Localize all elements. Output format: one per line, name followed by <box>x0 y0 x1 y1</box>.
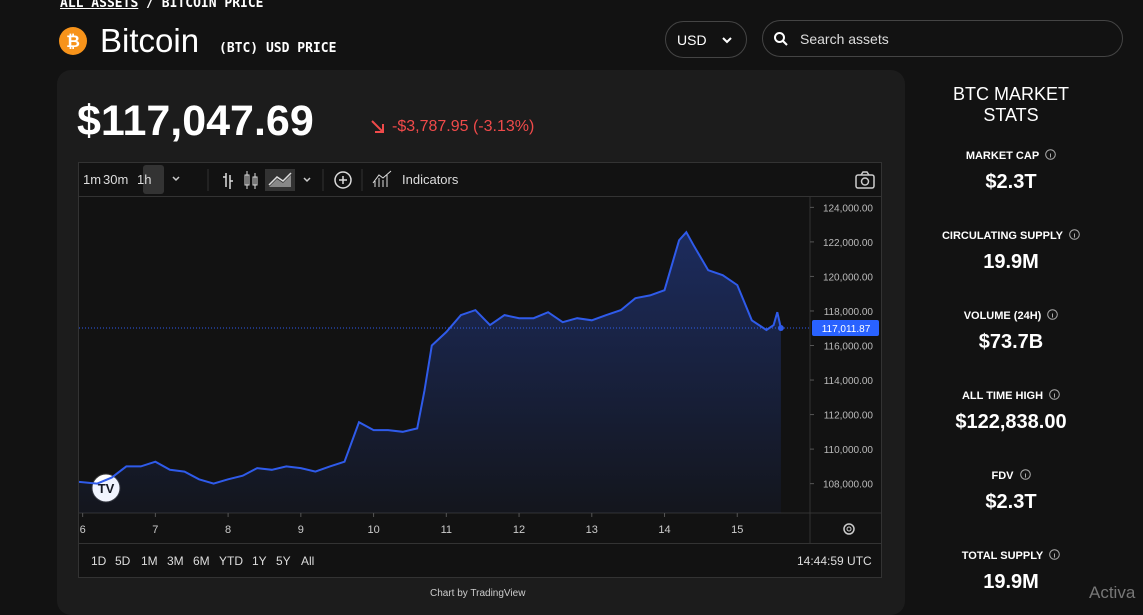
stat-value: 19.9M <box>983 571 1039 593</box>
y-tick-label: 124,000.00 <box>823 203 873 214</box>
price-tag-label: 117,011.87 <box>822 324 871 335</box>
info-icon[interactable] <box>1045 149 1056 160</box>
y-tick-label: 110,000.00 <box>824 445 874 456</box>
price-change: -$3,787.95 (-3.13%) <box>392 118 535 135</box>
x-tick-label: 13 <box>586 524 598 536</box>
toolbar-divider <box>79 196 881 197</box>
info-icon[interactable] <box>1047 309 1059 320</box>
info-icon[interactable] <box>1069 229 1080 240</box>
range-button[interactable]: 5D <box>115 554 131 568</box>
y-tick-label: 122,000.00 <box>823 238 873 249</box>
svg-text:₿: ₿ <box>66 32 80 51</box>
interval[interactable]: 1m <box>83 172 102 187</box>
chevron <box>722 37 732 44</box>
x-tick-label: 12 <box>513 524 525 536</box>
btc-icon: ₿ <box>59 27 87 55</box>
chart-tools[interactable] <box>197 169 397 191</box>
search[interactable]: Search assets <box>762 20 1123 57</box>
bottom-divider <box>79 543 881 544</box>
x-tick-label: 10 <box>367 524 379 536</box>
range-button[interactable]: 1M <box>141 554 158 568</box>
currency: USD <box>677 32 707 48</box>
stat-value: 19.9M <box>983 251 1039 273</box>
breadcrumb-current: BITCOIN PRICE <box>161 0 264 11</box>
time: 14:44:59 UTC <box>797 554 872 568</box>
subtitle: (BTC) USD PRICE <box>219 41 337 56</box>
y-tick-label: 114,000.00 <box>824 376 874 387</box>
price: $117,047.69 <box>77 97 314 145</box>
stat-label: VOLUME (24H) <box>911 309 1111 322</box>
title: Bitcoin <box>100 22 200 59</box>
breadcrumb: ALL ASSETS / BITCOIN PRICE <box>60 0 264 11</box>
x-tick-label: 11 <box>441 524 452 536</box>
area <box>79 232 781 513</box>
active-interval-bg <box>143 165 164 194</box>
y-tick-label: 120,000.00 <box>823 272 873 283</box>
stat-label: ALL TIME HIGH <box>911 389 1111 402</box>
price-tag <box>812 320 879 337</box>
screenshot-icon[interactable] <box>855 171 875 189</box>
y-tick-label: 118,000.00 <box>824 307 874 318</box>
range-button[interactable]: 6M <box>193 554 210 568</box>
x-tick-label: 8 <box>225 524 231 536</box>
y-tick-label: 112,000.00 <box>824 411 874 422</box>
credit: Chart by TradingView <box>430 588 526 599</box>
chart: 108,000.00 110,000.00 112,000.00 114,000.00… <box>79 197 881 543</box>
currency-select[interactable]: USD <box>665 21 747 58</box>
stat-label: CIRCULATING SUPPLY <box>911 229 1111 242</box>
range-button[interactable]: YTD <box>219 554 243 568</box>
info-icon[interactable] <box>1019 469 1031 480</box>
x-tick-label: 15 <box>731 524 743 536</box>
stat-value: $73.7B <box>978 331 1044 353</box>
breadcrumb-sep: / <box>146 0 154 11</box>
stat-value: $2.3T <box>985 171 1037 193</box>
last-point <box>777 325 784 332</box>
stats-title: BTC MARKET STATS <box>952 84 1069 125</box>
info-icon[interactable] <box>1049 549 1061 560</box>
breadcrumb-link[interactable]: ALL ASSETS <box>60 0 139 11</box>
watermark: Activa <box>1089 583 1136 602</box>
info-icon[interactable] <box>1049 389 1060 400</box>
search-icon <box>774 32 788 46</box>
settings-icon[interactable] <box>842 522 856 541</box>
range-button[interactable]: 3M <box>167 554 184 568</box>
search-placeholder: Search assets <box>800 31 889 47</box>
x-tick-label: 7 <box>152 524 158 536</box>
chevron[interactable] <box>171 175 181 183</box>
interval[interactable]: 30m <box>103 172 129 187</box>
stat-value: $2.3T <box>985 491 1037 513</box>
interval[interactable]: 1h <box>137 172 152 187</box>
down-arrow <box>371 120 384 133</box>
range-button[interactable]: 1D <box>91 554 107 568</box>
stat-label: FDV <box>911 469 1111 482</box>
x-tick-label: 14 <box>658 524 670 536</box>
range-button[interactable]: All <box>301 554 315 568</box>
y-tick-label: 116,000.00 <box>824 342 874 353</box>
range-button[interactable]: 5Y <box>276 554 291 568</box>
x-tick-label: 6 <box>80 524 86 536</box>
x-tick-label: 9 <box>298 524 304 536</box>
line <box>79 230 782 485</box>
y-tick-label: 108,000.00 <box>823 480 873 491</box>
indicators[interactable]: Indicators <box>402 172 459 187</box>
range-button[interactable]: 1Y <box>252 554 267 568</box>
stat-label: MARKET CAP <box>911 149 1111 162</box>
stat-label: TOTAL SUPPLY <box>911 549 1111 562</box>
stat-value: $122,838.00 <box>955 411 1067 433</box>
